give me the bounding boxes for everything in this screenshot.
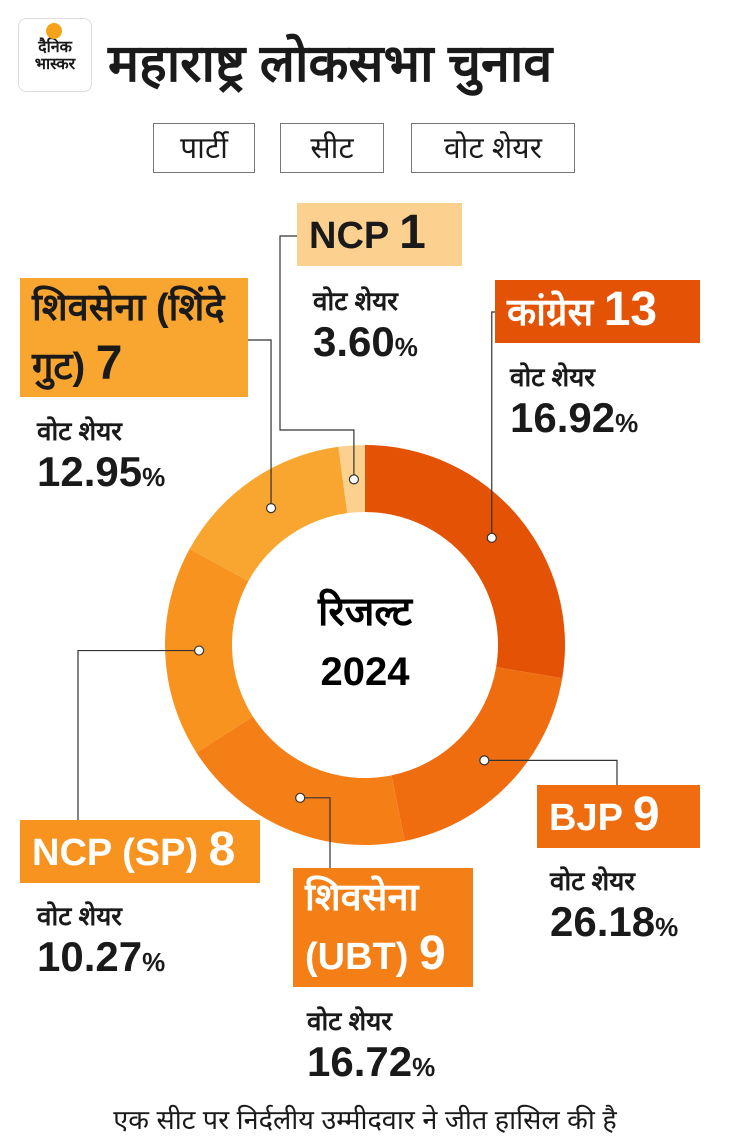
leader-dot bbox=[193, 645, 205, 656]
category-label: कांग्रेस bbox=[507, 292, 594, 334]
vote-share-block: वोट शेयर 12.95% bbox=[37, 412, 165, 496]
vote-share-unit: % bbox=[412, 1052, 436, 1082]
vote-share-number: 16.92 bbox=[510, 394, 616, 441]
tab: सीट bbox=[280, 123, 384, 173]
vote-share-block: वोट शेयर 10.27% bbox=[37, 897, 165, 981]
vote-share-value: 26.18% bbox=[550, 898, 678, 946]
center-label: रिजल्ट bbox=[317, 588, 414, 634]
vote-share-unit: % bbox=[615, 408, 639, 438]
leader-dot bbox=[295, 792, 306, 803]
leader-line bbox=[77, 649, 200, 820]
leader-line bbox=[484, 759, 618, 785]
donut-segment bbox=[365, 445, 565, 679]
leader-line bbox=[279, 235, 355, 480]
leader-dot bbox=[486, 532, 497, 543]
vote-share-value: 16.92% bbox=[510, 394, 638, 442]
leader-dot bbox=[348, 474, 360, 485]
footer: एक सीट पर निर्दलीय उम्मीदवार ने जीत हासि… bbox=[113, 1105, 617, 1135]
seat-label: 8 bbox=[208, 823, 236, 876]
logo: दैनिक भास्कर bbox=[18, 18, 92, 92]
donut-segment bbox=[189, 446, 348, 582]
category-label: शिवसेना (UBT) bbox=[305, 877, 419, 978]
vote-share-value: 3.60% bbox=[313, 318, 418, 366]
leader-line bbox=[491, 311, 495, 538]
donut-segment bbox=[165, 548, 253, 753]
category-label: शिवसेना (शिंदे गुट) bbox=[32, 287, 225, 388]
vote-share-number: 12.95 bbox=[37, 448, 143, 495]
category-label: BJP bbox=[549, 797, 623, 839]
seat-label: 7 bbox=[95, 337, 123, 390]
vote-share-value: 16.72% bbox=[307, 1038, 435, 1086]
vote-share-number: 3.60 bbox=[313, 318, 395, 365]
vote-share-number: 10.27 bbox=[37, 933, 143, 980]
seat-label: 13 bbox=[603, 283, 658, 336]
title: महाराष्ट्र लोकसभा चुनाव bbox=[108, 35, 553, 93]
label-box: शिवसेना (शिंदे गुट) 7 bbox=[20, 278, 248, 397]
leader-dot bbox=[265, 503, 277, 514]
donut-segment bbox=[391, 667, 563, 841]
vote-share-block: वोट शेयर 16.92% bbox=[510, 358, 638, 442]
label-box: शिवसेना (UBT) 9 bbox=[293, 868, 473, 987]
vote-share-value: 12.95% bbox=[37, 448, 165, 496]
vote-share-block: वोट शेयर 16.72% bbox=[307, 1002, 435, 1086]
vote-share-caption: वोट शेयर bbox=[313, 286, 398, 316]
logo-text: दैनिक bbox=[38, 39, 72, 56]
vote-share-unit: % bbox=[142, 462, 166, 492]
tab: पार्टी bbox=[153, 123, 255, 173]
vote-share-block: वोट शेयर 3.60% bbox=[313, 282, 418, 366]
vote-share-caption: वोट शेयर bbox=[37, 901, 122, 931]
vote-share-number: 16.72 bbox=[307, 1038, 413, 1085]
vote-share-unit: % bbox=[394, 332, 418, 362]
leader-line bbox=[248, 339, 272, 509]
seat-label: 9 bbox=[632, 788, 660, 841]
vote-share-block: वोट शेयर 26.18% bbox=[550, 862, 678, 946]
label-box: BJP 9 bbox=[537, 785, 700, 848]
tab: वोट शेयर bbox=[411, 123, 575, 173]
vote-share-number: 26.18 bbox=[550, 898, 656, 945]
vote-share-unit: % bbox=[142, 947, 166, 977]
seat-label: 9 bbox=[418, 927, 446, 980]
label-box: NCP 1 bbox=[297, 203, 462, 266]
logo-text: भास्कर bbox=[34, 56, 76, 73]
label-box: NCP (SP) 8 bbox=[20, 820, 260, 883]
leader-line bbox=[300, 797, 331, 868]
center-year: 2024 bbox=[321, 650, 411, 694]
vote-share-unit: % bbox=[655, 912, 679, 942]
category-label: NCP bbox=[309, 215, 389, 257]
vote-share-caption: वोट शेयर bbox=[510, 362, 595, 392]
label-box: कांग्रेस 13 bbox=[495, 280, 700, 343]
donut-segment bbox=[196, 716, 405, 846]
vote-share-value: 10.27% bbox=[37, 933, 165, 981]
seat-label: 1 bbox=[399, 206, 426, 259]
vote-share-caption: वोट शेयर bbox=[550, 866, 635, 896]
vote-share-caption: वोट शेयर bbox=[37, 416, 122, 446]
vote-share-caption: वोट शेयर bbox=[307, 1006, 392, 1036]
leader-dot bbox=[479, 755, 490, 766]
category-label: NCP (SP) bbox=[32, 832, 199, 874]
